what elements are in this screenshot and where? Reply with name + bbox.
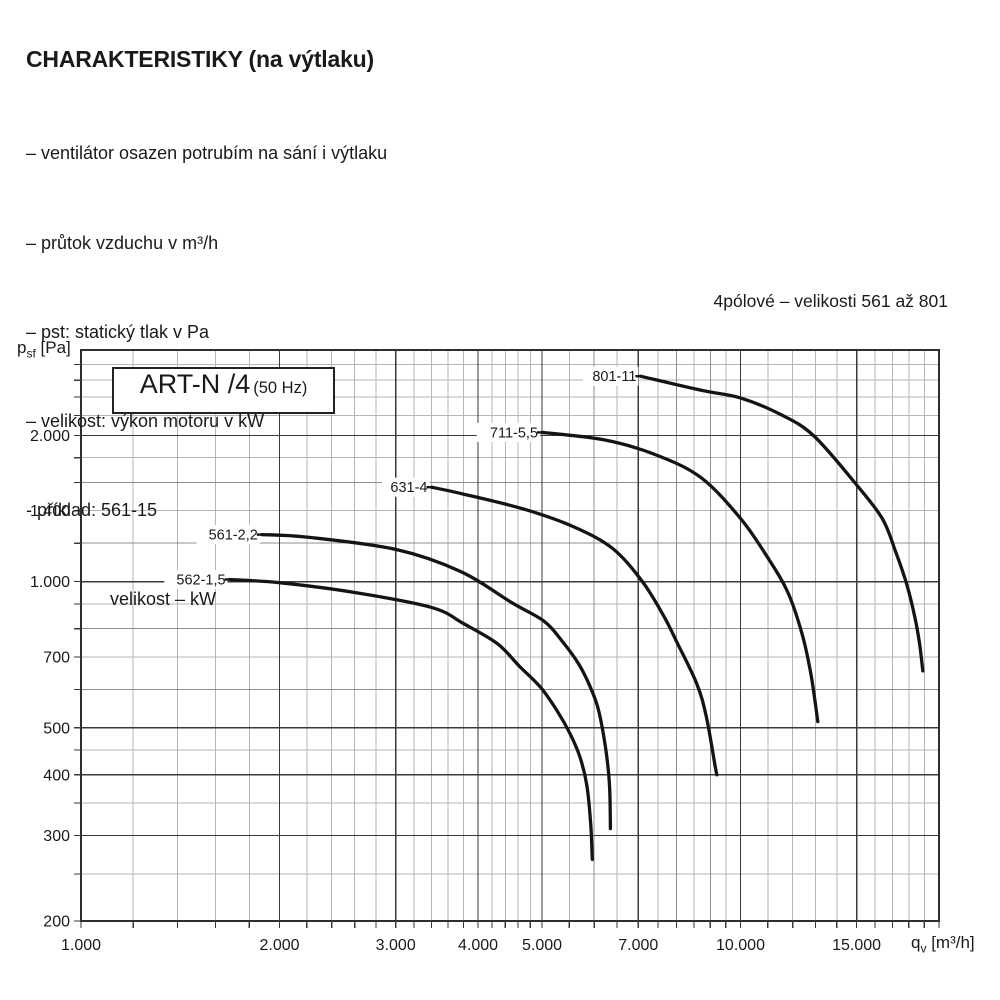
spec-line: – průtok vzduchu v m³/h: [26, 232, 219, 253]
curve-label: 562-1,5: [176, 573, 225, 589]
curve-label: 711-5,5: [490, 425, 538, 441]
x-tick-label: 4.000: [458, 937, 498, 954]
model-title-box: ART-N /4 (50 Hz): [112, 367, 335, 414]
spec-line: – pst: statický tlak v Pa: [26, 321, 210, 342]
fan-curve-561-2-2: [260, 532, 613, 831]
x-tick-label: 1.000: [61, 937, 101, 954]
x-axis-symbol: q: [911, 933, 921, 952]
y-tick-label: 300: [43, 828, 70, 845]
spec-line-sub: velikost – kW: [110, 588, 217, 609]
curve-label: 561-2,2: [209, 528, 258, 544]
y-axis-unit: [Pa]: [35, 338, 71, 357]
fan-curve-562-1-5: [227, 577, 594, 861]
curve-label-backing: [164, 570, 228, 589]
y-tick-label: 500: [43, 720, 70, 737]
curve-label-backing: [583, 366, 639, 386]
spec-list: – ventilátor osazen potrubím na sání i v…: [26, 80, 387, 674]
y-tick-label: 1.400: [30, 503, 70, 520]
spec-line: – velikost: výkon motoru v kW: [26, 410, 265, 431]
curve-label: 801-11: [592, 369, 636, 385]
y-tick-label: 1.000: [30, 574, 70, 591]
series-note: 4pólové – velikosti 561 až 801: [713, 291, 948, 311]
curve-label: 631-4: [390, 480, 427, 496]
y-axis-symbol: p: [17, 338, 27, 357]
x-tick-label: 2.000: [259, 937, 299, 954]
page-title: CHARAKTERISTIKY (na výtlaku): [26, 46, 374, 72]
spec-line: – ventilátor osazen potrubím na sání i v…: [26, 143, 388, 164]
model-name: ART-N /4: [139, 369, 251, 399]
x-tick-label: 3.000: [376, 937, 416, 954]
fan-curve-631-4: [429, 485, 719, 777]
x-tick-label: 5.000: [522, 937, 562, 954]
y-tick-label: 700: [43, 649, 70, 666]
curve-label-backing: [476, 422, 540, 442]
y-axis-title: psf [Pa]: [17, 338, 71, 360]
x-axis-subscript: v: [920, 941, 927, 956]
fan-curve-711-5-5: [540, 430, 820, 724]
spec-line: - příklad: 561-15: [26, 499, 158, 520]
x-tick-label: 7.000: [618, 937, 658, 954]
curve-label-backing: [382, 477, 430, 497]
x-axis-unit: [m³/h]: [926, 933, 975, 952]
x-axis-title: qv [m³/h]: [911, 933, 975, 955]
y-tick-label: 400: [43, 767, 70, 784]
y-tick-label: 200: [43, 914, 70, 931]
y-axis-subscript: sf: [26, 346, 36, 361]
x-tick-label: 10.000: [716, 937, 765, 954]
curve-label-backing: [196, 525, 260, 545]
plot-frame: [80, 349, 940, 922]
y-tick-label: 2.000: [30, 428, 70, 445]
model-frequency: (50 Hz): [253, 379, 308, 397]
fan-curve-801-11: [638, 374, 925, 673]
x-tick-label: 15.000: [832, 937, 881, 954]
